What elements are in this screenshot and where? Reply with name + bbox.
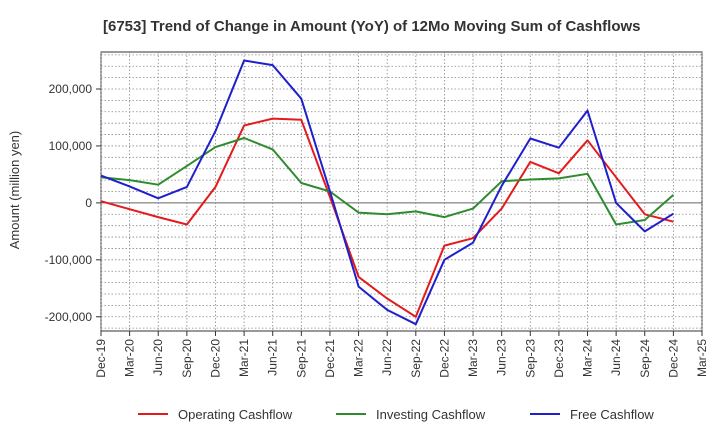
series-line-operating-cashflow (100, 117, 674, 318)
x-tick-label: Jun-24 (609, 339, 623, 376)
x-axis-ticks: Dec-19 Mar-20 Jun-20 Sep-20 Dec-20 Mar-21 Jun-… (94, 331, 709, 378)
x-tick-label: Mar-20 (123, 339, 137, 377)
chart-title: [6753] Trend of Change in Amount (YoY) o… (103, 18, 641, 35)
y-axis-ticks: -200,000 -100,000 0 100,000 200,000 (45, 82, 101, 324)
series-lines (100, 59, 675, 326)
grid (100, 52, 703, 331)
x-tick-label: Dec-20 (208, 339, 222, 378)
x-tick-label: Sep-23 (523, 339, 537, 378)
legend-label-operating-cashflow: Operating Cashflow (178, 407, 293, 422)
x-tick-label: Dec-24 (666, 339, 680, 378)
x-tick-label: Sep-24 (638, 339, 652, 378)
legend-label-free-cashflow: Free Cashflow (570, 407, 654, 422)
y-tick-label: -100,000 (45, 253, 93, 267)
x-tick-label: Jun-20 (151, 339, 165, 376)
x-tick-label: Sep-21 (294, 339, 308, 378)
y-axis-label: Amount (million yen) (7, 131, 22, 250)
x-tick-label: Jun-22 (380, 339, 394, 376)
x-tick-label: Jun-23 (495, 339, 509, 376)
x-tick-label: Jun-21 (266, 339, 280, 376)
legend: Operating Cashflow Investing Cashflow Free… (138, 407, 654, 422)
x-tick-label: Mar-24 (581, 339, 595, 377)
y-tick-label: 0 (85, 196, 92, 210)
y-tick-label: 100,000 (49, 139, 93, 153)
series-line-free-cashflow (100, 59, 674, 326)
x-tick-label: Mar-23 (466, 339, 480, 377)
x-tick-label: Sep-20 (180, 339, 194, 378)
y-tick-label: -200,000 (45, 310, 93, 324)
x-tick-label: Mar-25 (695, 339, 709, 377)
x-tick-label: Sep-22 (409, 339, 423, 378)
x-tick-label: Dec-19 (94, 339, 108, 378)
y-tick-label: 200,000 (49, 82, 93, 96)
x-tick-label: Mar-22 (352, 339, 366, 377)
x-tick-label: Dec-21 (323, 339, 337, 378)
legend-label-investing-cashflow: Investing Cashflow (376, 407, 486, 422)
x-tick-label: Dec-23 (552, 339, 566, 378)
series-line-investing-cashflow (100, 137, 675, 226)
x-tick-label: Mar-21 (237, 339, 251, 377)
x-tick-label: Dec-22 (437, 339, 451, 378)
